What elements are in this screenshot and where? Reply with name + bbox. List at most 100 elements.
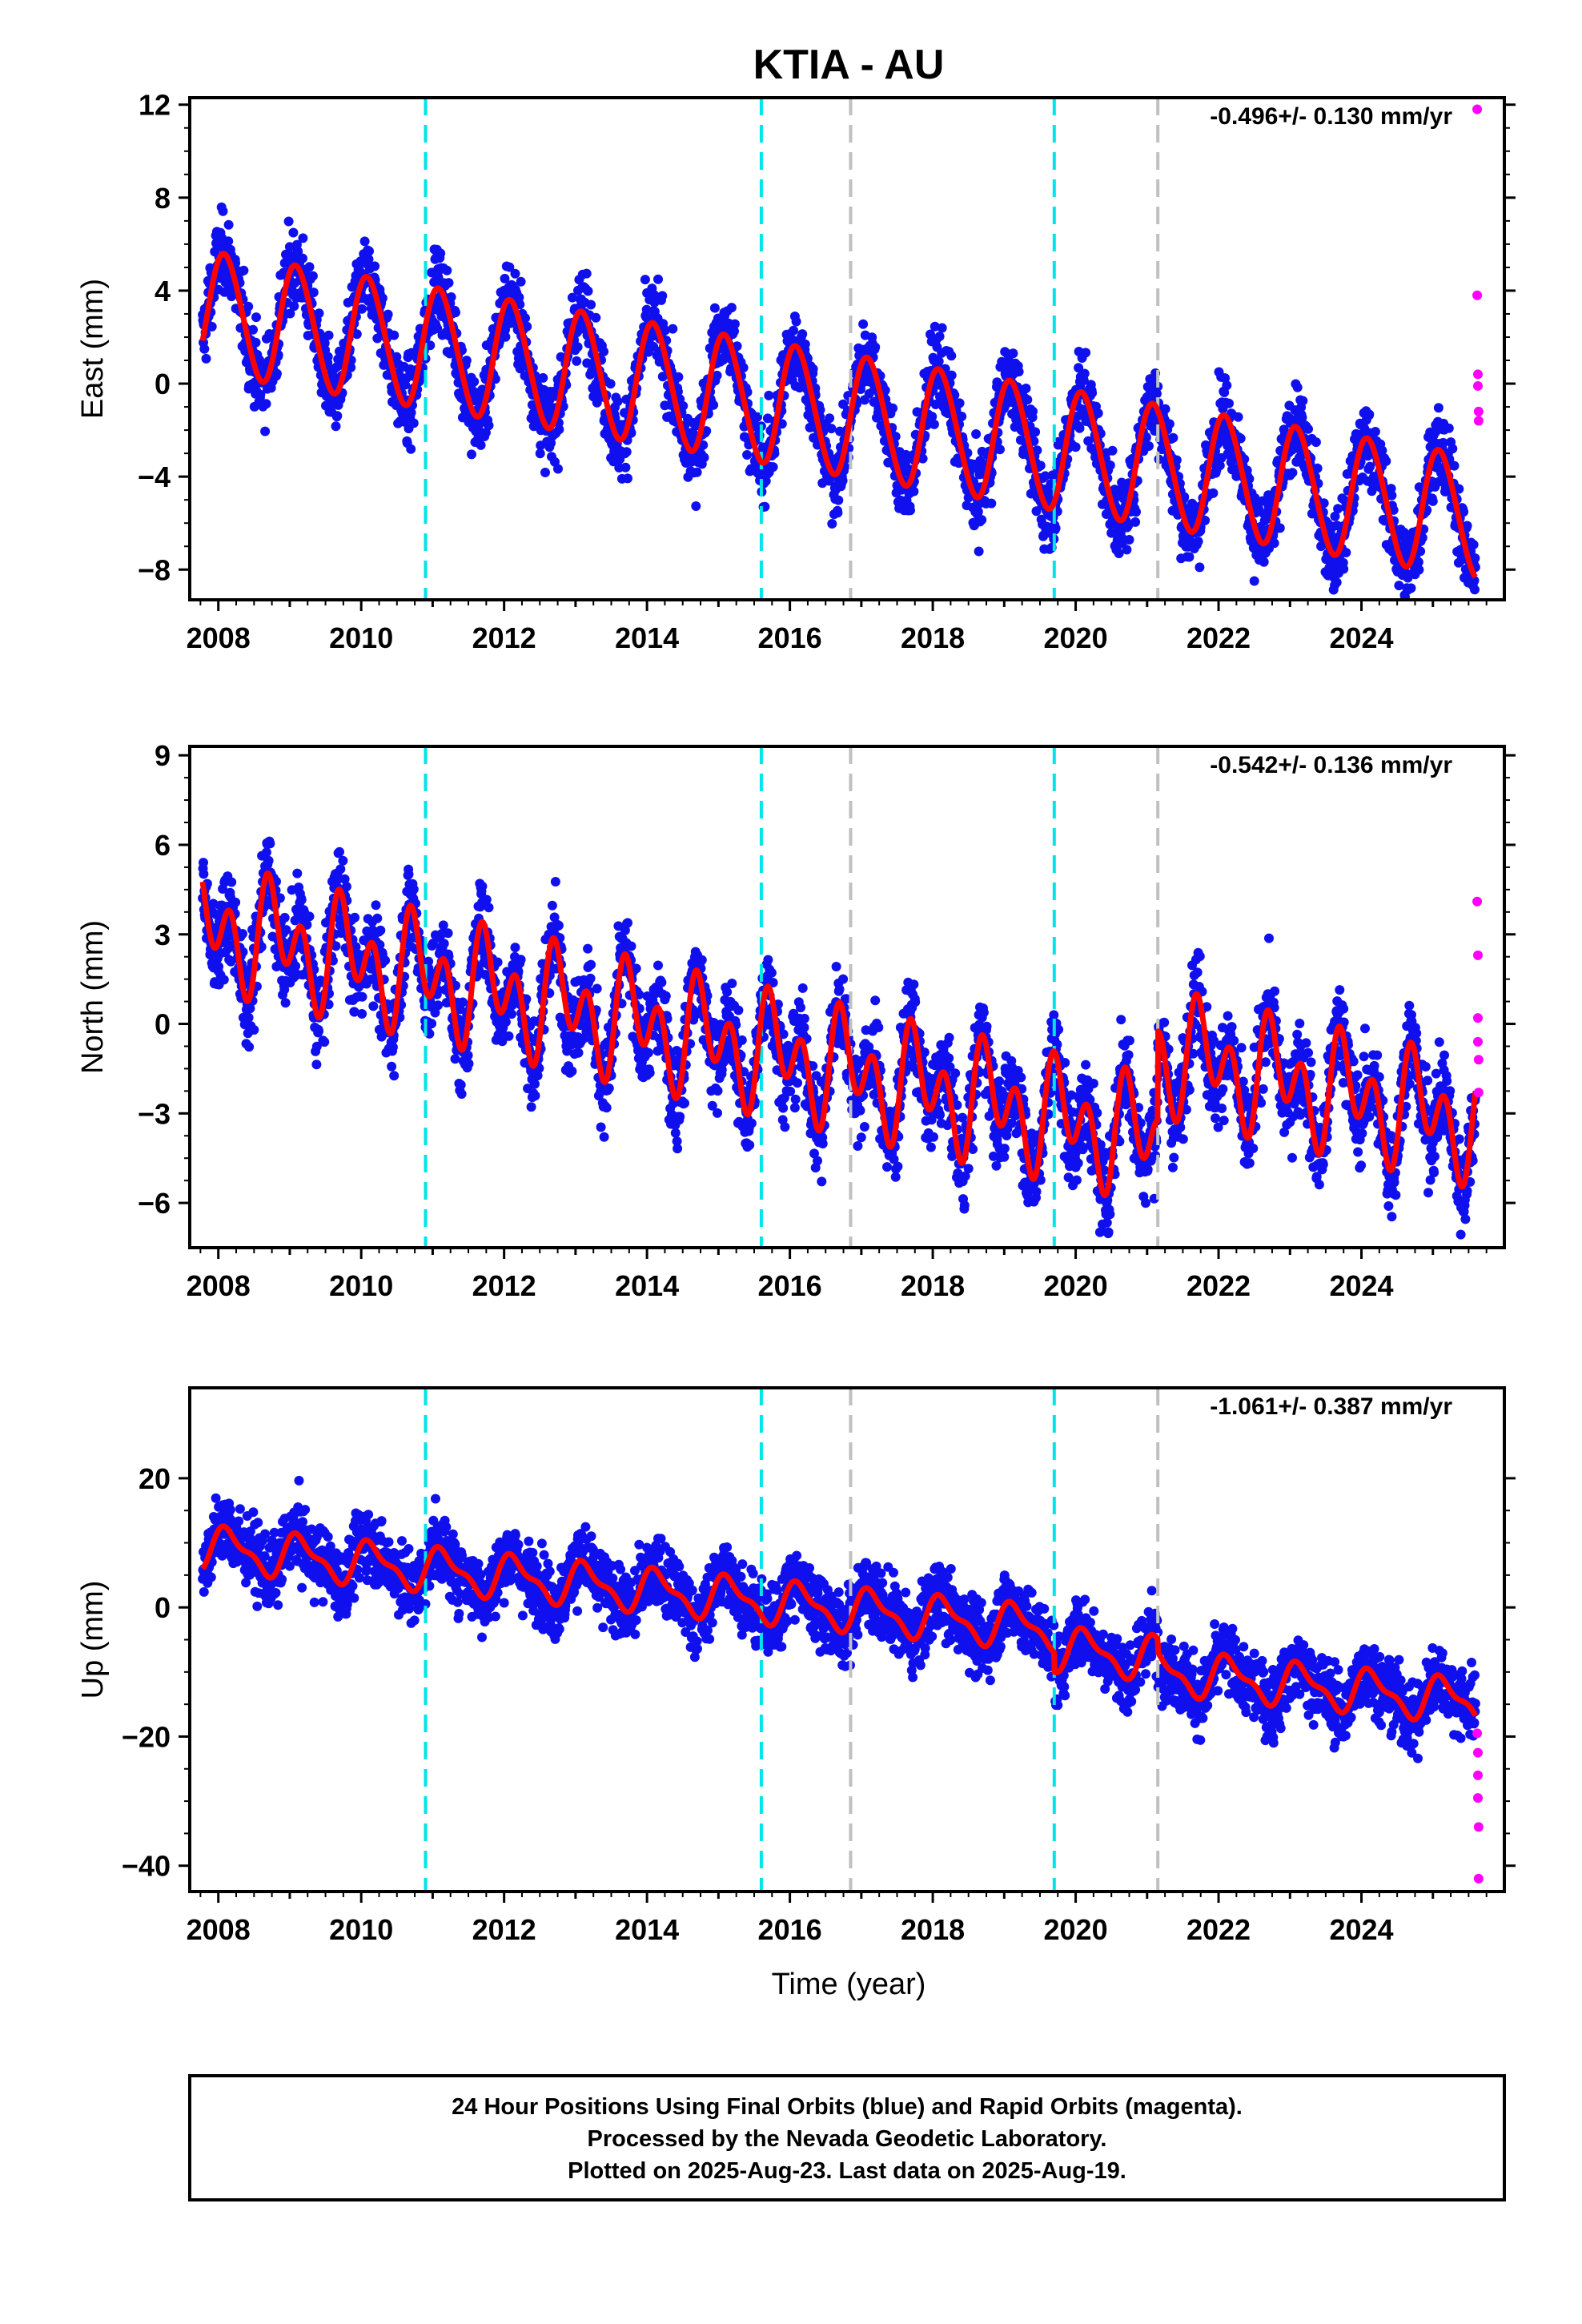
- x-tick-label: 2012: [472, 621, 536, 654]
- data-point: [1443, 423, 1454, 433]
- data-point: [620, 462, 631, 472]
- data-point: [1312, 463, 1323, 473]
- data-point: [291, 961, 301, 971]
- data-point: [363, 254, 374, 264]
- data-point: [934, 332, 945, 342]
- data-point: [547, 900, 557, 911]
- data-point: [304, 911, 315, 922]
- data-point: [592, 983, 602, 994]
- data-point: [1303, 424, 1313, 434]
- data-point: [530, 1079, 540, 1089]
- data-point: [1224, 398, 1234, 408]
- data-point: [1269, 538, 1279, 549]
- y-tick-label: 0: [155, 368, 171, 400]
- data-point: [837, 476, 848, 486]
- data-point: [380, 955, 391, 966]
- data-point: [364, 246, 374, 256]
- data-point: [199, 858, 208, 868]
- data-point: [905, 505, 915, 516]
- data-point: [1433, 403, 1443, 413]
- data-point: [995, 444, 1005, 455]
- data-point: [516, 955, 526, 965]
- data-point: [732, 341, 742, 352]
- data-point: [764, 390, 774, 400]
- rapid-point: [1472, 104, 1483, 115]
- data-point: [389, 330, 400, 340]
- data-point: [516, 276, 526, 287]
- data-point: [554, 424, 564, 435]
- data-point: [368, 1001, 379, 1011]
- data-point: [1079, 368, 1090, 379]
- data-point: [456, 1089, 467, 1100]
- data-point: [1298, 396, 1308, 406]
- data-point: [1381, 456, 1391, 466]
- data-point: [1014, 367, 1024, 377]
- data-point: [314, 308, 324, 319]
- data-point: [261, 847, 271, 858]
- data-point: [567, 1066, 577, 1076]
- data-point: [586, 300, 596, 310]
- data-point: [535, 448, 545, 459]
- data-point: [678, 400, 689, 411]
- data-point: [467, 449, 476, 460]
- data-point: [231, 897, 241, 907]
- data-point: [311, 1059, 322, 1070]
- data-point: [1022, 395, 1033, 405]
- data-point: [601, 1103, 612, 1113]
- data-point: [540, 468, 550, 477]
- data-point: [359, 236, 370, 247]
- data-point: [214, 962, 224, 971]
- data-point: [261, 399, 271, 409]
- data-point: [307, 271, 318, 281]
- data-point: [504, 1031, 514, 1041]
- data-point: [406, 408, 416, 418]
- data-point: [249, 1025, 259, 1035]
- data-point: [510, 943, 520, 953]
- data-point: [973, 506, 983, 517]
- data-point: [870, 342, 881, 352]
- data-point: [443, 928, 453, 939]
- data-point: [930, 321, 940, 332]
- data-point: [567, 292, 577, 303]
- data-point: [777, 419, 787, 429]
- data-point: [668, 324, 678, 334]
- data-point: [219, 975, 229, 985]
- data-point: [223, 236, 234, 247]
- data-point: [314, 1026, 324, 1036]
- data-point: [375, 925, 386, 935]
- data-point: [1339, 564, 1349, 574]
- data-point: [789, 325, 799, 336]
- data-point: [553, 464, 563, 474]
- data-point: [432, 324, 443, 334]
- data-point: [1050, 523, 1061, 533]
- data-point: [243, 301, 254, 312]
- data-point: [298, 253, 307, 263]
- data-point: [583, 943, 593, 954]
- rapid-point: [1472, 369, 1483, 380]
- data-point: [762, 413, 773, 424]
- data-point: [709, 400, 719, 410]
- data-point: [572, 342, 583, 352]
- data-point: [1021, 384, 1031, 393]
- data-point: [954, 398, 965, 408]
- data-point: [1081, 348, 1091, 358]
- data-point: [917, 453, 928, 464]
- data-point: [387, 1061, 397, 1072]
- data-point: [927, 412, 938, 422]
- data-point: [937, 323, 947, 333]
- data-point: [1275, 523, 1285, 533]
- data-point: [1467, 609, 1476, 619]
- data-point: [464, 1059, 474, 1069]
- data-point: [1370, 427, 1380, 436]
- data-point: [335, 864, 346, 875]
- x-tick-label: 2014: [615, 621, 679, 654]
- data-point: [308, 287, 319, 298]
- data-point: [946, 370, 957, 380]
- data-point: [1468, 540, 1479, 550]
- data-point: [484, 420, 494, 431]
- data-point: [404, 869, 414, 879]
- y-tick-label: 8: [155, 182, 171, 215]
- data-point: [289, 301, 299, 312]
- data-point: [526, 1102, 536, 1112]
